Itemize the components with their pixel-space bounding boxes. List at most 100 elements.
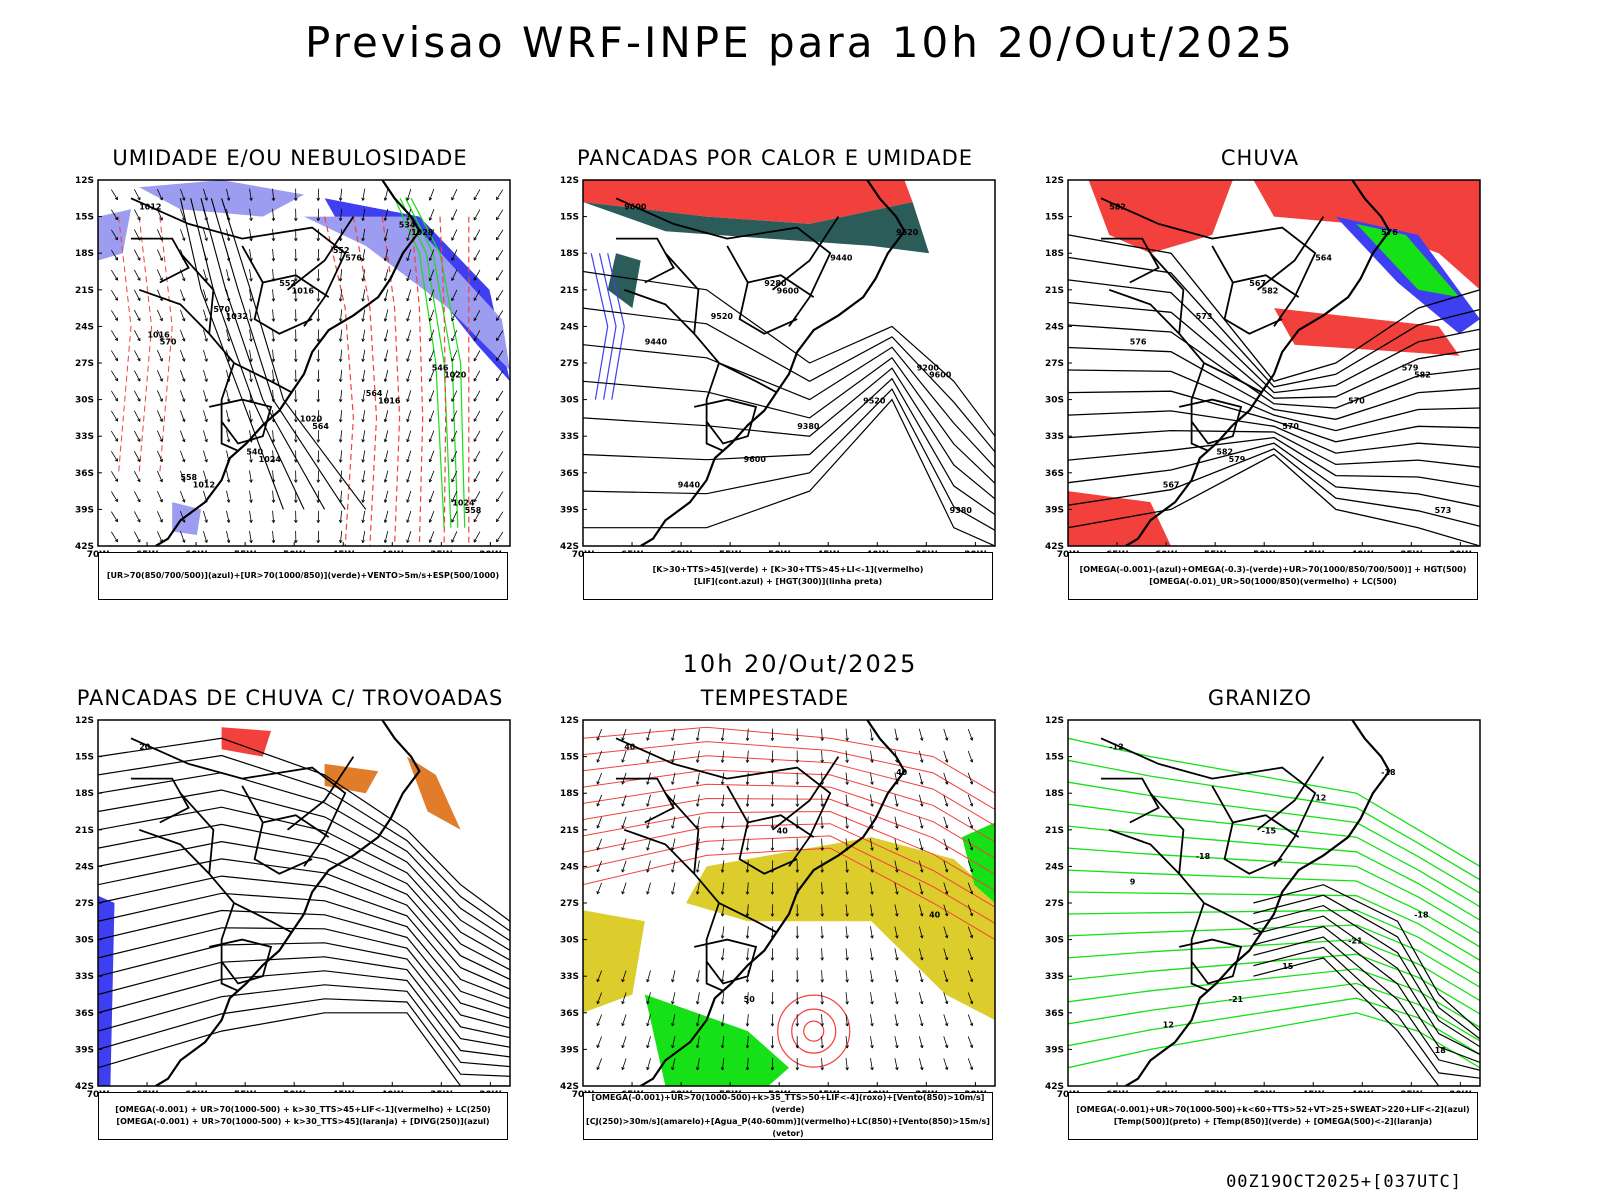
wind-vector-head	[969, 1045, 973, 1049]
wind-vector	[845, 970, 848, 983]
panel-legend: [K>30+TTS>45](verde) + [K>30+TTS>45+LI<-…	[583, 552, 993, 600]
wind-vector	[340, 430, 343, 443]
wind-vector	[226, 510, 230, 523]
wind-vector-head	[496, 238, 500, 241]
wind-vector	[429, 289, 435, 302]
wind-vector	[156, 470, 163, 483]
wind-vector-head	[226, 419, 230, 423]
wind-vector-head	[361, 398, 364, 402]
wind-vector-head	[228, 418, 231, 423]
state-border	[1149, 792, 1263, 934]
wind-vector	[340, 269, 343, 282]
contour-line	[1068, 1012, 1480, 1069]
wind-vector-head	[746, 935, 750, 939]
wind-vector-head	[338, 378, 341, 382]
wind-vector-head	[429, 520, 433, 523]
wind-vector	[133, 330, 141, 342]
contour-label: 558	[465, 506, 482, 515]
wind-vector	[203, 208, 208, 221]
wind-vector-head	[969, 737, 973, 741]
wind-vector-head	[821, 1001, 824, 1005]
wind-vector	[451, 189, 458, 201]
wind-vector-head	[646, 803, 648, 807]
wind-vector-head	[721, 1001, 725, 1005]
lat-tick-label: 15S	[1045, 213, 1064, 223]
contour-line	[583, 356, 995, 484]
wind-vector	[249, 530, 252, 543]
wind-vector-head	[316, 539, 319, 544]
contour-label: 564	[1315, 254, 1332, 263]
wind-vector-head	[362, 238, 365, 242]
wind-vector	[496, 430, 504, 442]
wind-vector	[621, 1058, 627, 1070]
wind-vector-head	[406, 359, 410, 362]
wind-vector-head	[771, 825, 775, 829]
wind-vector	[249, 188, 252, 201]
wind-vector	[429, 349, 435, 362]
wind-vector-head	[295, 318, 298, 322]
wind-vector	[721, 1036, 725, 1049]
wind-vector	[249, 249, 252, 262]
wind-vector-head	[249, 459, 252, 463]
contour-label: 573	[1196, 312, 1213, 321]
wind-vector-head	[845, 869, 848, 873]
wind-vector	[894, 948, 898, 961]
wind-vector-head	[821, 957, 824, 961]
wind-vector-head	[721, 803, 725, 807]
lat-tick-label: 18S	[75, 249, 94, 259]
wind-vector	[272, 369, 275, 382]
wind-vector-head	[406, 258, 410, 262]
wind-vector-head	[316, 479, 319, 483]
wind-vector	[362, 450, 366, 463]
wind-vector-head	[250, 479, 253, 483]
wind-vector-head	[745, 957, 748, 961]
wind-vector	[918, 1036, 923, 1048]
wind-vector-head	[406, 338, 408, 342]
wind-vector	[943, 992, 948, 1005]
wind-vector-head	[870, 1067, 873, 1071]
contour-label: 570	[213, 305, 230, 314]
state-border	[131, 777, 190, 824]
wind-vector-head	[316, 399, 319, 403]
wind-vector	[821, 882, 823, 895]
wind-vector-head	[871, 979, 874, 983]
wind-vector	[110, 451, 118, 462]
wind-vector	[203, 530, 208, 543]
legend-line: [UR>70(850/700/500)](azul)+[UR>70(1000/8…	[106, 571, 500, 580]
contour-label: 582	[1109, 202, 1126, 211]
contour-label: 1016	[378, 396, 401, 405]
wind-vector	[362, 269, 366, 282]
wind-vector-head	[295, 378, 298, 382]
wind-vector	[156, 410, 163, 422]
wind-vector-head	[496, 419, 500, 422]
wind-vector-head	[771, 913, 775, 917]
wind-vector	[918, 860, 923, 873]
state-border	[241, 785, 330, 838]
wind-vector	[226, 329, 230, 342]
wind-vector-head	[317, 298, 321, 302]
contour-line	[1068, 997, 1480, 1055]
wind-vector-head	[745, 935, 748, 939]
wind-vector-head	[896, 781, 899, 785]
wind-vector-head	[647, 847, 650, 851]
wind-vector-head	[114, 499, 118, 503]
wind-vector	[317, 269, 320, 282]
wind-vector	[384, 490, 389, 503]
state-border	[726, 785, 815, 838]
wind-vector-head	[671, 737, 673, 741]
wind-vector	[746, 838, 749, 851]
wind-vector	[967, 904, 973, 917]
wind-vector	[180, 430, 185, 442]
contour-line	[1068, 346, 1480, 420]
wind-vector-head	[895, 825, 898, 829]
wind-vector-head	[770, 913, 773, 917]
state-border	[615, 737, 832, 867]
wind-vector-head	[384, 499, 388, 503]
wind-vector-head	[820, 825, 823, 829]
lat-tick-label: 33S	[75, 432, 94, 442]
wind-vector	[473, 491, 481, 503]
contour-line	[439, 216, 447, 546]
wind-vector	[845, 816, 848, 829]
contour-line	[583, 783, 995, 859]
wind-vector-head	[383, 277, 386, 282]
